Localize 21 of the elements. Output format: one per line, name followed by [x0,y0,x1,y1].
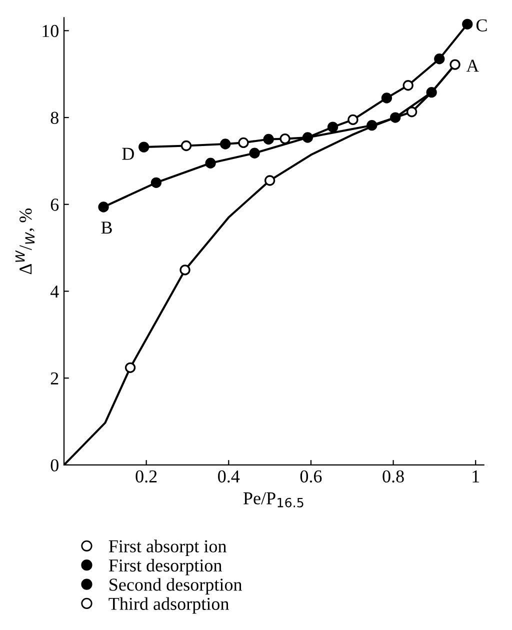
legend-label: First absorpt ion [108,540,226,556]
legend-label: First desorption [108,558,222,576]
x-axis-title: Pe/P$_{16.5}$ [243,492,304,508]
legend-label: Third adsorption [108,597,229,614]
legend-label: Second desorption [110,578,242,594]
x-tick-label: 0.2 [136,470,157,483]
y-tick-label: 10 [42,24,58,38]
annotation: A [466,60,480,72]
x-tick-label: 0.4 [218,470,240,483]
y-tick-label: 2 [50,372,58,384]
annotation: D [122,148,134,160]
x-tick-label: 0.8 [382,470,404,483]
annotation: B [101,222,112,234]
y-tick-label: 6 [50,198,59,211]
x-tick-label: 1 [472,470,480,482]
y-axis-title: Δ$^{W}$/$_{W}$, % [15,208,35,274]
y-tick-label: 4 [50,286,59,298]
annotation: C [476,19,487,32]
x-tick-label: 0.6 [300,470,322,483]
y-tick-label: 8 [50,112,58,124]
y-tick-label: 0 [50,459,58,472]
